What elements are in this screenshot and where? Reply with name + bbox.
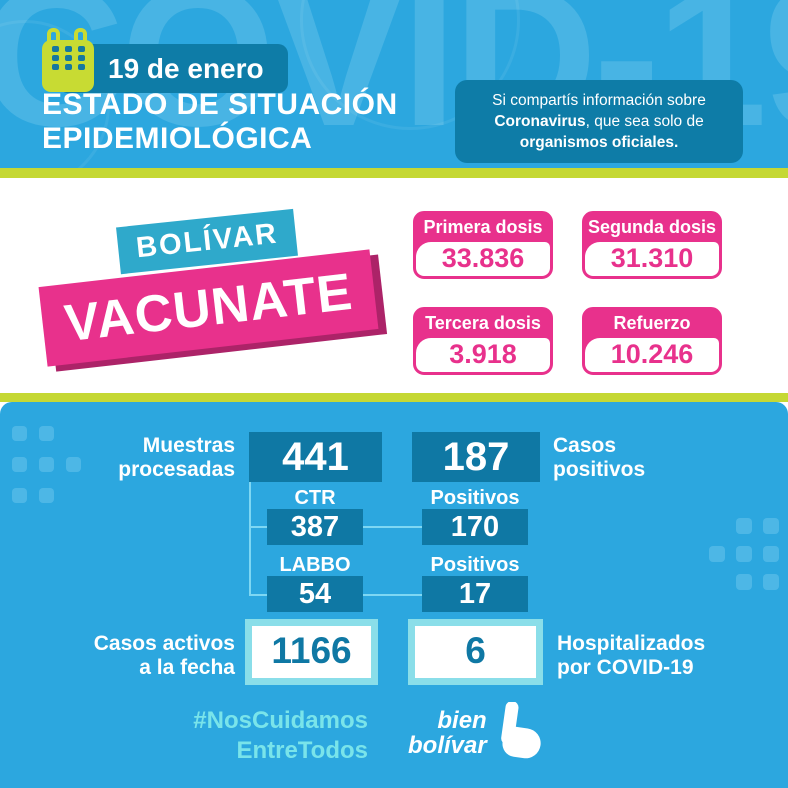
hospitalizados-value-box: 6 xyxy=(408,619,543,685)
dose-label: Refuerzo xyxy=(613,313,691,333)
casos-positivos-label: Casos positivos xyxy=(553,434,646,481)
dose-box-segunda: Segunda dosis 31.310 xyxy=(582,211,722,279)
dose-value: 3.918 xyxy=(416,338,550,372)
casos-activos-value-box: 1166 xyxy=(245,619,378,685)
ctr-positivos-value-box: 170 xyxy=(422,509,528,545)
page-title: ESTADO DE SITUACIÓN EPIDEMIOLÓGICA xyxy=(42,88,398,156)
tree-connector xyxy=(249,526,267,528)
bien-bolivar-wordmark: bien bolívar xyxy=(408,707,487,759)
dose-value: 33.836 xyxy=(416,242,550,276)
labbo-value-box: 54 xyxy=(267,576,363,612)
official-sources-notice: Si compartís información sobre Coronavir… xyxy=(455,80,743,163)
dose-label: Segunda dosis xyxy=(587,217,717,237)
tree-connector xyxy=(363,594,422,596)
title-line-2: EPIDEMIOLÓGICA xyxy=(42,122,313,155)
dose-box-tercera: Tercera dosis 3.918 xyxy=(413,307,553,375)
title-line-1: ESTADO DE SITUACIÓN xyxy=(42,88,398,121)
notice-line-1: Si compartís información sobre xyxy=(492,92,706,109)
green-divider-bottom xyxy=(0,393,788,402)
vaccination-section: BOLÍVAR VACUNATE Primera dosis 33.836 Se… xyxy=(0,178,788,393)
labbo-label: LABBO xyxy=(279,554,351,576)
dose-stats-grid: Primera dosis 33.836 Segunda dosis 31.31… xyxy=(413,211,722,375)
dose-label: Primera dosis xyxy=(423,217,543,237)
casos-positivos-value-box: 187 xyxy=(412,432,540,482)
stats-panel: Muestras procesadas 441 187 Casos positi… xyxy=(0,402,788,788)
vacunate-logo-badge: VACUNATE xyxy=(38,249,379,367)
dose-box-primera: Primera dosis 33.836 xyxy=(413,211,553,279)
labbo-positivos-value-box: 17 xyxy=(422,576,528,612)
notice-bold-official: organismos oficiales. xyxy=(519,134,679,151)
notice-line-2: Coronavirus, que sea solo de xyxy=(455,111,743,132)
tree-connector-vertical xyxy=(249,482,251,596)
notice-mid: , que sea solo de xyxy=(585,113,704,130)
muestras-label: Muestras procesadas xyxy=(118,434,235,481)
ctr-label: CTR xyxy=(294,487,336,509)
dose-label: Tercera dosis xyxy=(425,313,541,333)
notice-line-3: organismos oficiales. xyxy=(455,132,743,153)
date-badge: 19 de enero xyxy=(58,44,288,93)
hashtag-text: #NosCuidamos EntreTodos xyxy=(193,707,368,764)
dose-value: 10.246 xyxy=(585,338,719,372)
green-divider-top xyxy=(0,168,788,178)
labbo-positivos-label: Positivos xyxy=(430,554,520,576)
muestras-value-box: 441 xyxy=(249,432,382,482)
notice-bold-coronavirus: Coronavirus xyxy=(494,113,586,130)
header-section: COVID-19 19 de enero ESTADO DE SITUACIÓN… xyxy=(0,0,788,168)
dose-box-refuerzo: Refuerzo 10.246 xyxy=(582,307,722,375)
decor-dots-right xyxy=(709,518,779,590)
ctr-positivos-label: Positivos xyxy=(430,487,520,509)
casos-activos-label: Casos activos a la fecha xyxy=(93,632,235,679)
tree-connector xyxy=(363,526,422,528)
bien-bolivar-logo: bien bolívar xyxy=(408,702,543,764)
hospitalizados-label: Hospitalizados por COVID-19 xyxy=(557,632,706,679)
ctr-value-box: 387 xyxy=(267,509,363,545)
calendar-icon xyxy=(42,28,94,94)
bien-bolivar-b-icon xyxy=(500,702,541,759)
dose-value: 31.310 xyxy=(585,242,719,276)
decor-dots-left xyxy=(12,426,81,503)
tree-connector xyxy=(249,594,267,596)
